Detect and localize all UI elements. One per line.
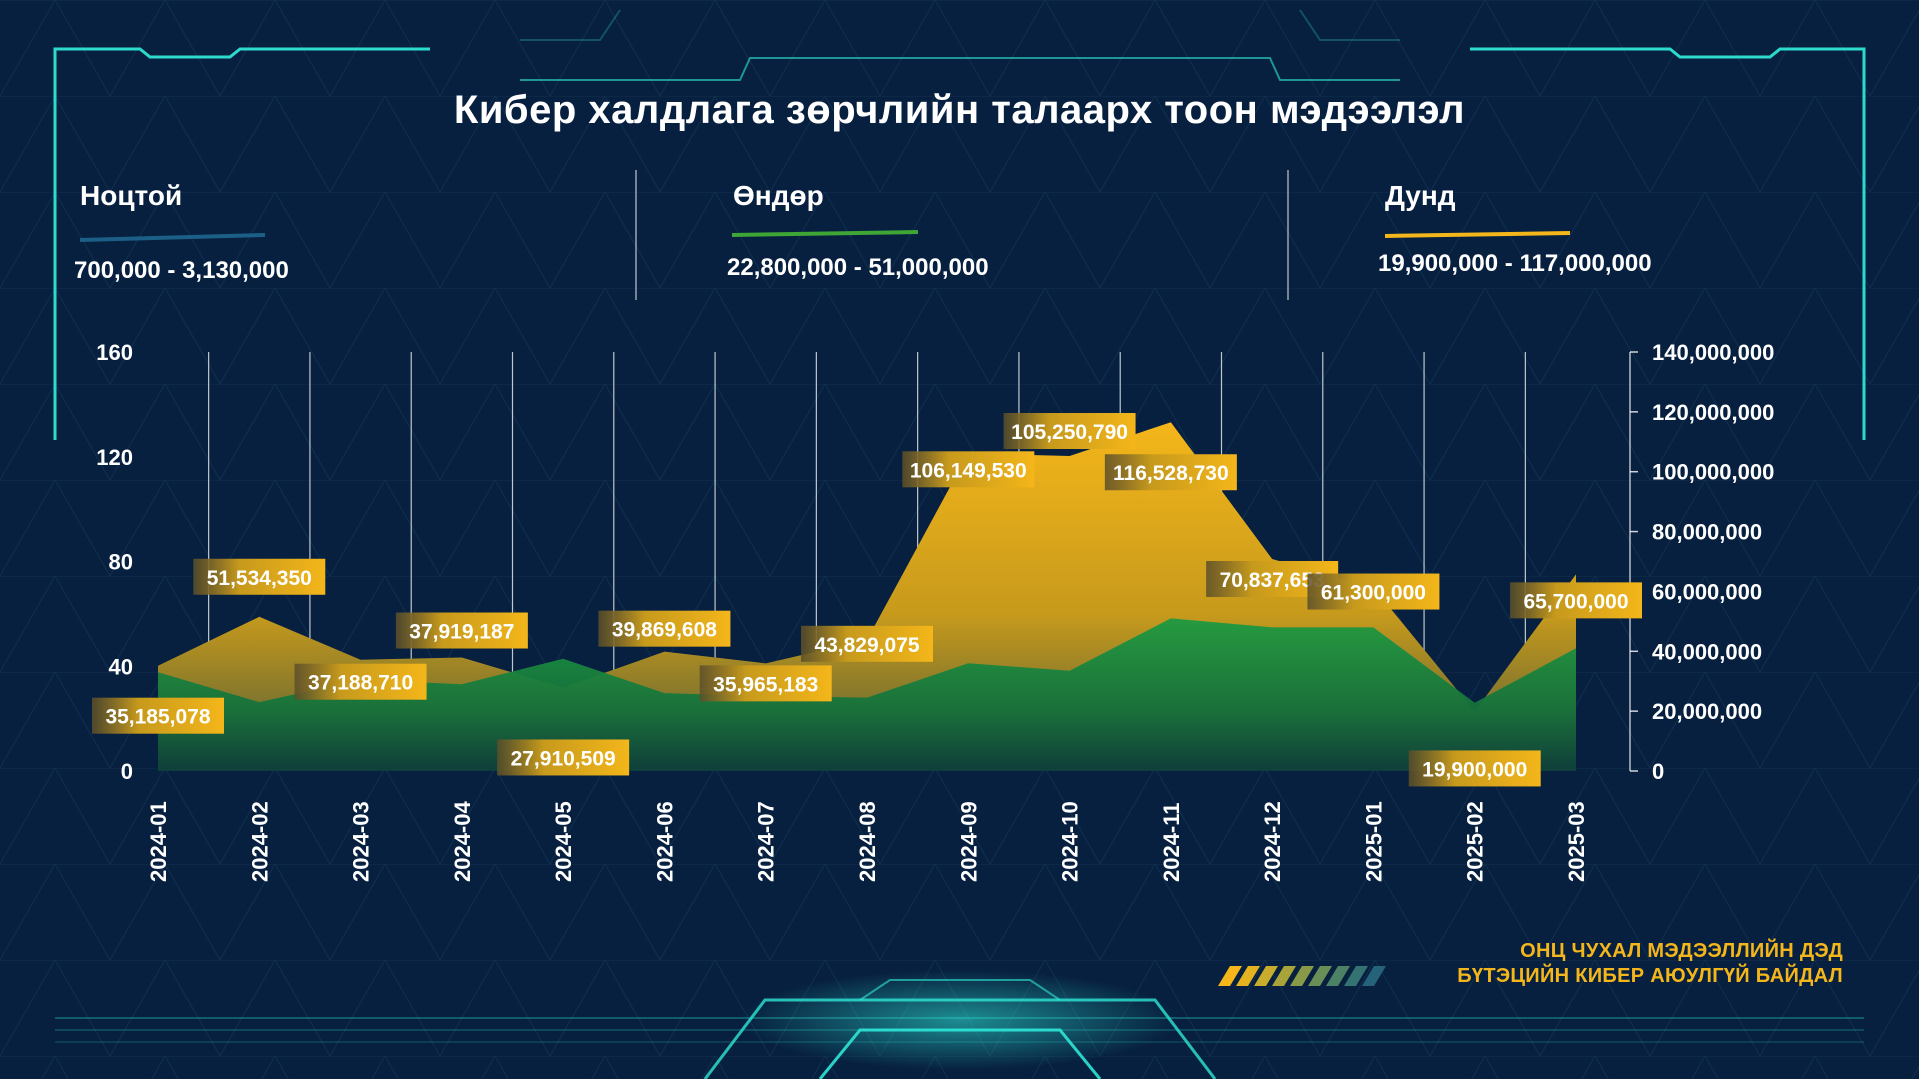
data-label-box	[193, 558, 326, 595]
legend-label-notstoi: Ноцтой	[80, 180, 183, 211]
data-label: 37,919,187	[409, 621, 514, 644]
x-tick-label: 2024-11	[1159, 802, 1184, 882]
data-label-box	[294, 663, 427, 700]
legend-range-dund: 19,900,000 - 117,000,000	[1378, 250, 1652, 277]
x-tick-label: 2025-02	[1463, 801, 1488, 882]
data-label: 61,300,000	[1321, 582, 1426, 605]
data-label: 39,869,608	[612, 619, 717, 642]
y-right-tick-label: 140,000,000	[1652, 340, 1774, 365]
data-label-box	[497, 739, 630, 776]
legend-label-dund: Дунд	[1385, 180, 1456, 211]
y-right-tick-label: 100,000,000	[1652, 460, 1774, 485]
data-label: 43,829,075	[814, 634, 919, 657]
y-right-tick-label: 60,000,000	[1652, 579, 1762, 604]
x-tick-label: 2024-08	[855, 801, 880, 882]
legend-swatch-notstoi	[79, 233, 266, 242]
x-tick-label: 2024-09	[956, 801, 981, 882]
data-label: 27,910,509	[511, 747, 616, 770]
y-right-tick-label: 0	[1652, 759, 1664, 784]
x-tick-label: 2025-01	[1361, 801, 1386, 882]
x-tick-label: 2024-07	[754, 801, 779, 882]
legend-range-notstoi: 700,000 - 3,130,000	[74, 257, 289, 284]
data-label: 19,900,000	[1422, 758, 1527, 781]
x-tick-label: 2024-05	[551, 801, 576, 882]
x-tick-label: 2024-10	[1058, 801, 1083, 882]
data-label: 35,965,183	[713, 673, 818, 696]
data-label: 37,188,710	[308, 672, 413, 695]
data-label-box	[598, 610, 731, 647]
data-label-box	[801, 625, 933, 662]
legend-swatch-dund	[1384, 231, 1571, 238]
y-left-tick-label: 160	[96, 340, 133, 365]
data-label: 65,700,000	[1523, 590, 1628, 613]
page-title: Кибер халдлага зөрчлийн талаарх тоон мэд…	[453, 88, 1466, 132]
x-tick-label: 2024-06	[652, 801, 677, 882]
y-right-tick-label: 40,000,000	[1652, 639, 1762, 664]
y-left-tick-label: 40	[109, 654, 133, 679]
footer-stripes	[1218, 966, 1386, 986]
chart-data-labels: 35,185,078 51,534,350 37,188,710 37,919,187…	[92, 412, 1642, 787]
data-label-box	[395, 612, 528, 649]
data-label-box	[1104, 454, 1237, 491]
data-label-box	[902, 451, 1035, 488]
data-label-box	[1510, 582, 1642, 619]
data-label: 70,837,653	[1220, 569, 1325, 592]
data-label: 105,250,790	[1011, 421, 1128, 444]
data-label-box	[1408, 750, 1541, 787]
x-tick-label: 2024-04	[450, 800, 475, 882]
chart-areas	[158, 422, 1576, 771]
decorative-frame	[53, 9, 1866, 440]
series-area-ondor	[158, 618, 1576, 771]
data-label-box	[92, 697, 224, 734]
bottom-decoration	[55, 970, 1864, 1079]
data-label: 116,528,730	[1113, 462, 1229, 485]
legend-label-ondor: Өндөр	[733, 180, 824, 211]
y-left-tick-label: 80	[109, 550, 133, 575]
data-label: 35,185,078	[105, 706, 210, 729]
chart-axes: 0 40 80 120 160 0 20,000,000 40,000,000 60,000,0…	[96, 340, 1774, 882]
data-label-box	[1003, 412, 1136, 449]
data-label: 106,149,530	[910, 459, 1027, 482]
legend-swatch-ondor	[731, 230, 919, 237]
y-right-tick-label: 120,000,000	[1652, 400, 1774, 425]
x-tick-label: 2025-03	[1564, 801, 1589, 882]
x-tick-label: 2024-02	[247, 801, 272, 882]
y-left-tick-label: 120	[96, 445, 133, 470]
footer-line-2: БҮТЭЦИЙН КИБЕР АЮУЛГҮЙ БАЙДАЛ	[1457, 965, 1843, 987]
data-label-box	[699, 665, 832, 702]
y-right-tick-label: 20,000,000	[1652, 699, 1762, 724]
legend-range-ondor: 22,800,000 - 51,000,000	[727, 254, 989, 281]
x-tick-label: 2024-03	[349, 801, 374, 882]
y-right-tick-label: 80,000,000	[1652, 520, 1762, 545]
footer-line-1: ОНЦ ЧУХАЛ МЭДЭЭЛЛИЙН ДЭД	[1520, 940, 1843, 962]
data-label-box	[1307, 573, 1440, 610]
x-tick-label: 2024-01	[146, 801, 171, 882]
x-tick-label: 2024-12	[1260, 801, 1285, 882]
data-label: 51,534,350	[207, 567, 312, 590]
y-left-tick-label: 0	[121, 759, 133, 784]
